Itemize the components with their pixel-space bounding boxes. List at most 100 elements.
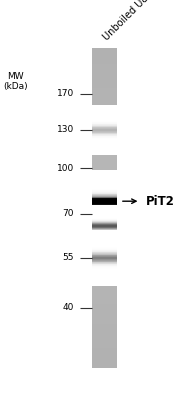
Bar [92,143,117,144]
Bar [92,190,117,191]
Bar [92,245,117,246]
Bar [92,173,117,174]
Bar [92,164,117,168]
Bar [92,128,117,129]
Bar [92,220,117,221]
Bar [92,264,117,265]
Bar [92,200,117,201]
Text: MW
(kDa): MW (kDa) [3,72,28,91]
Bar [92,225,117,226]
Bar [92,246,117,247]
Bar [92,269,117,270]
Bar [92,215,117,216]
Bar [92,241,117,242]
Bar [92,234,117,235]
Bar [92,230,117,231]
Bar [92,176,117,180]
Bar [92,206,117,207]
Bar [92,222,117,223]
Bar [92,272,117,273]
Bar [92,120,117,124]
Bar [92,270,117,271]
Bar [92,145,117,146]
Bar [92,282,117,283]
Bar [92,206,117,207]
Bar [92,208,117,209]
Bar [92,356,117,360]
Bar [92,105,117,106]
Bar [92,151,117,152]
Bar [92,288,117,292]
Text: 100: 100 [57,164,74,172]
Bar [92,181,117,182]
Text: PiT2: PiT2 [146,195,175,208]
Bar [92,207,117,208]
Bar [92,244,117,245]
Bar [92,352,117,356]
Bar [92,106,117,107]
Bar [92,118,117,119]
Bar [92,136,117,140]
Bar [92,120,117,121]
Bar [92,198,117,199]
Bar [92,242,117,243]
Bar [92,224,117,225]
Bar [92,152,117,156]
Bar [92,265,117,266]
Bar [92,180,117,181]
Bar [92,182,117,183]
Bar [92,183,117,184]
Text: 70: 70 [63,210,74,218]
Bar [92,236,117,237]
Bar [92,272,117,276]
Bar [92,180,117,184]
Bar [92,115,117,116]
Bar [92,187,117,188]
Bar [92,233,117,234]
Bar [92,156,117,160]
Bar [92,188,117,189]
Bar [92,132,117,133]
Bar [92,195,117,196]
Bar [92,179,117,180]
Bar [92,247,117,248]
Bar [92,107,117,108]
Bar [92,222,117,223]
Bar [92,204,117,205]
Bar [92,237,117,238]
Bar [92,130,117,131]
Bar [92,211,117,212]
Bar [92,203,117,204]
Bar [92,281,117,282]
Bar [92,233,117,234]
Bar [92,336,117,340]
Bar [92,276,117,280]
Bar [92,150,117,151]
Bar [92,250,117,251]
Bar [92,112,117,113]
Bar [92,292,117,296]
Bar [92,178,117,179]
Bar [92,133,117,134]
Bar [92,240,117,241]
Bar [92,324,117,328]
Bar [92,199,117,200]
Bar [92,253,117,254]
Bar [92,154,117,155]
Bar [92,360,117,364]
Bar [92,110,117,111]
Bar [92,256,117,260]
Bar [92,192,117,193]
Bar [92,146,117,147]
Bar [92,117,117,118]
Bar [92,316,117,320]
Bar [92,218,117,219]
Bar [92,209,117,210]
Bar [92,184,117,188]
Bar [92,235,117,236]
Bar [92,268,117,269]
Bar [92,84,117,88]
Bar [92,344,117,348]
Bar [92,264,117,268]
Bar [92,80,117,84]
